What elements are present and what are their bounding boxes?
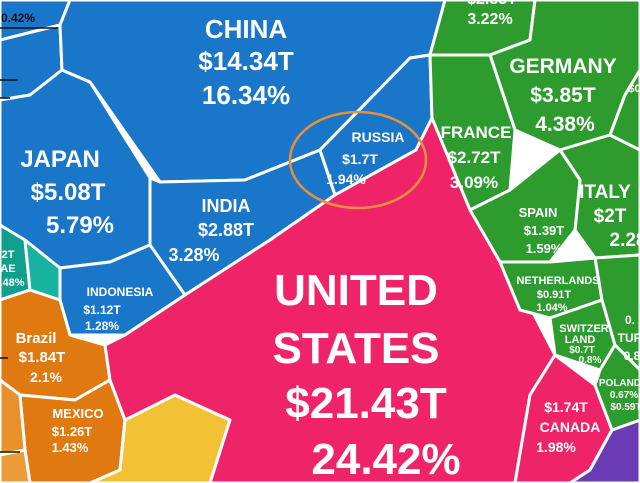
label-brazil-value: $1.84T <box>19 349 66 366</box>
label-italy-name: ITALY <box>579 182 631 203</box>
label-spain-name: SPAIN <box>519 205 558 220</box>
label-right-fragment-low: 0.8 <box>624 349 640 363</box>
cell-poland <box>593 343 640 432</box>
label-poland-name: POLAND <box>599 378 640 389</box>
label-left-fragment-3: .48% <box>0 277 25 289</box>
label-switzerland-name-line1: SWITZER <box>559 323 609 335</box>
leader-lines <box>0 27 58 453</box>
label-russia-share: 1.94% <box>326 171 366 187</box>
cell-latam-small-2 <box>0 448 32 483</box>
label-japan-share: 5.79% <box>46 212 114 239</box>
label-netherlands-value: $0.91T <box>537 289 572 301</box>
label-right-small-1: $0. <box>628 83 640 95</box>
label-france-name: FRANCE <box>441 123 512 142</box>
label-germany-share: 4.38% <box>535 113 595 136</box>
label-poland-share: 0.67% <box>610 390 638 401</box>
label-usa-value: $21.43T <box>285 379 447 428</box>
label-russia-value: $1.7T <box>342 151 378 167</box>
label-usa-share: 24.42% <box>311 435 460 483</box>
label-switzerland-name-line2: LAND <box>565 334 596 346</box>
label-netherlands-share: 1.04% <box>536 302 567 314</box>
cell-spain <box>468 148 582 264</box>
label-italy-value: $2T <box>594 206 627 227</box>
label-canada-share: 1.98% <box>536 439 576 455</box>
label-italy-share-fragment: 2.28 <box>610 230 640 251</box>
cell-right-edge-small <box>608 68 640 152</box>
label-switzerland-value: $0.7T <box>569 345 595 356</box>
label-france-share: 3.09% <box>450 173 498 192</box>
label-indonesia-share: 1.28% <box>85 319 119 333</box>
label-switzerland-share: 0.8% <box>579 355 602 366</box>
label-china-value: $14.34T <box>198 46 294 76</box>
label-china-share: 16.34% <box>202 80 290 110</box>
label-brazil-share: 2.1% <box>30 369 62 385</box>
label-netherlands-name: NETHERLANDS <box>516 275 599 287</box>
label-mexico-share: 1.43% <box>52 440 89 455</box>
russia-highlight-ring <box>288 110 428 210</box>
label-canada-name: CANADA <box>540 419 601 435</box>
label-russia-name: RUSSIA <box>352 129 405 145</box>
label-mexico-name: MEXICO <box>52 406 103 421</box>
label-left-fragment-1: 2T <box>2 249 15 261</box>
label-japan-name: JAPAN <box>20 146 100 173</box>
label-indonesia-value: $1.12T <box>83 303 121 317</box>
label-uk-share: 3.22% <box>467 11 512 28</box>
label-brazil-name: Brazil <box>16 330 57 347</box>
label-right-fragment-mid: TUR <box>618 331 640 345</box>
label-poland-value: $0.59T <box>610 402 640 413</box>
cell-oceania-hint <box>568 418 640 483</box>
label-china-name: CHINA <box>205 14 288 44</box>
label-japan-value: $5.08T <box>31 179 106 206</box>
label-india-value: $2.88T <box>198 220 254 240</box>
label-mexico-value: $1.26T <box>52 424 93 439</box>
label-india-share: 3.28% <box>168 245 219 265</box>
label-canada-value: $1.74T <box>544 399 588 415</box>
label-indonesia-name: INDONESIA <box>87 285 154 299</box>
label-germany-name: GERMANY <box>509 55 616 78</box>
label-usa-name-line1: UNITED <box>274 266 438 315</box>
label-spain-value: $1.39T <box>524 223 565 238</box>
left-fragment-share: 0.42% <box>1 11 35 25</box>
label-spain-share: 1.59% <box>526 241 563 256</box>
label-usa-name-line2: STATES <box>272 324 439 373</box>
label-india-name: INDIA <box>202 196 251 216</box>
label-uk-value-fragment: $2.83T <box>467 0 517 8</box>
label-left-fragment-2: AE <box>0 263 15 275</box>
label-right-fragment-top: 0. <box>625 313 635 327</box>
label-france-value: $2.72T <box>448 148 502 167</box>
label-germany-value: $3.85T <box>530 84 596 107</box>
